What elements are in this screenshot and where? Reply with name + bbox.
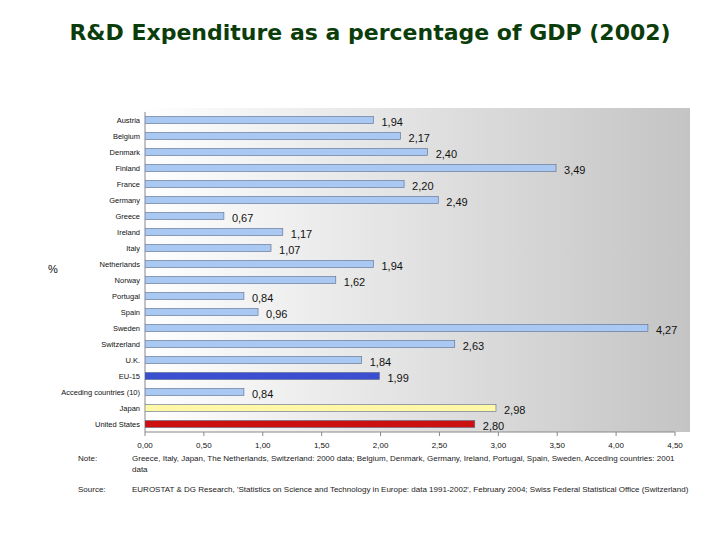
- bar: [145, 325, 648, 332]
- data-label: 1,84: [370, 356, 391, 368]
- category-label: United States: [95, 420, 140, 429]
- data-label: 1,07: [279, 244, 300, 256]
- data-label: 0,96: [266, 308, 287, 320]
- category-label: Belgium: [113, 132, 140, 141]
- bar: [145, 277, 336, 284]
- x-tick-label: 2,50: [432, 441, 448, 450]
- category-label: Finland: [115, 164, 140, 173]
- x-tick: [498, 432, 499, 436]
- x-axis-line: [145, 432, 675, 433]
- title: R&D Expenditure as a percentage of GDP (…: [60, 14, 680, 52]
- data-label: 0,84: [252, 292, 273, 304]
- x-tick: [557, 432, 558, 436]
- category-label: EU-15: [119, 372, 140, 381]
- category-label: Spain: [121, 308, 140, 317]
- note-text: Greece, Italy, Japan, The Netherlands, S…: [132, 453, 692, 475]
- axis-label: %: [48, 263, 58, 275]
- bar: [145, 197, 438, 204]
- bar: [145, 405, 496, 412]
- bar: [145, 245, 271, 252]
- bar: [145, 309, 258, 316]
- category-label: Acceding countries (10): [61, 388, 140, 397]
- category-label: Italy: [126, 244, 140, 253]
- bar: [145, 293, 244, 300]
- x-tick-label: 0,00: [137, 441, 153, 450]
- data-label: 2,80: [483, 420, 504, 432]
- x-tick-label: 0,50: [196, 441, 212, 450]
- category-label: Netherlands: [100, 260, 141, 269]
- note-label: Source:: [78, 484, 106, 495]
- note-text: EUROSTAT & DG Research, 'Statistics on S…: [132, 484, 692, 495]
- x-tick: [380, 432, 381, 436]
- bar: [145, 149, 428, 156]
- bar: [145, 421, 475, 428]
- x-tick: [439, 432, 440, 436]
- data-label: 0,67: [232, 212, 253, 224]
- category-label: Greece: [115, 212, 140, 221]
- data-label: 2,63: [463, 340, 484, 352]
- category-label: Austria: [117, 116, 141, 125]
- x-tick: [321, 432, 322, 436]
- data-label: 2,17: [409, 132, 430, 144]
- data-label: 1,17: [291, 228, 312, 240]
- category-label: Germany: [109, 196, 140, 205]
- data-label: 3,49: [564, 164, 585, 176]
- bar: [145, 165, 556, 172]
- x-tick-label: 4,50: [667, 441, 683, 450]
- data-label: 0,84: [252, 388, 273, 400]
- category-label: U.K.: [125, 356, 140, 365]
- x-tick: [145, 432, 146, 436]
- data-label: 1,94: [381, 116, 402, 128]
- data-label: 2,49: [446, 196, 467, 208]
- bar: [145, 117, 373, 124]
- y-axis-line: [145, 112, 146, 432]
- bar: [145, 181, 404, 188]
- bar: [145, 133, 401, 140]
- bar: [145, 373, 379, 380]
- note-label: Note:: [78, 453, 97, 464]
- bar: [145, 213, 224, 220]
- bar: [145, 341, 455, 348]
- bars: [145, 117, 648, 428]
- bar: [145, 229, 283, 236]
- x-tick: [203, 432, 204, 436]
- x-tick-label: 2,00: [373, 441, 389, 450]
- bar: [145, 261, 373, 268]
- category-label: Switzerland: [101, 340, 140, 349]
- x-tick-label: 4,00: [608, 441, 624, 450]
- category-label: Denmark: [110, 148, 141, 157]
- page: {"chart_data": { "type": "bar", "title":…: [0, 0, 720, 540]
- data-label: 4,27: [656, 324, 677, 336]
- data-label: 2,98: [504, 404, 525, 416]
- category-label: Ireland: [117, 228, 140, 237]
- category-label: Norway: [115, 276, 141, 285]
- x-tick-label: 1,50: [314, 441, 330, 450]
- bar: [145, 357, 362, 364]
- data-label: 1,94: [381, 260, 402, 272]
- category-label: Japan: [120, 404, 140, 413]
- category-label: Portugal: [112, 292, 140, 301]
- data-label: 1,62: [344, 276, 365, 288]
- plot-background: [140, 108, 690, 432]
- x-tick-label: 3,50: [549, 441, 565, 450]
- x-tick: [262, 432, 263, 436]
- data-label: 2,40: [436, 148, 457, 160]
- x-tick: [675, 432, 676, 436]
- x-tick: [616, 432, 617, 436]
- bar: [145, 389, 244, 396]
- x-tick-label: 1,00: [255, 441, 271, 450]
- data-label: 2,20: [412, 180, 433, 192]
- x-tick-label: 3,00: [491, 441, 507, 450]
- data-label: 1,99: [387, 372, 408, 384]
- category-label: Sweden: [113, 324, 140, 333]
- category-label: France: [117, 180, 140, 189]
